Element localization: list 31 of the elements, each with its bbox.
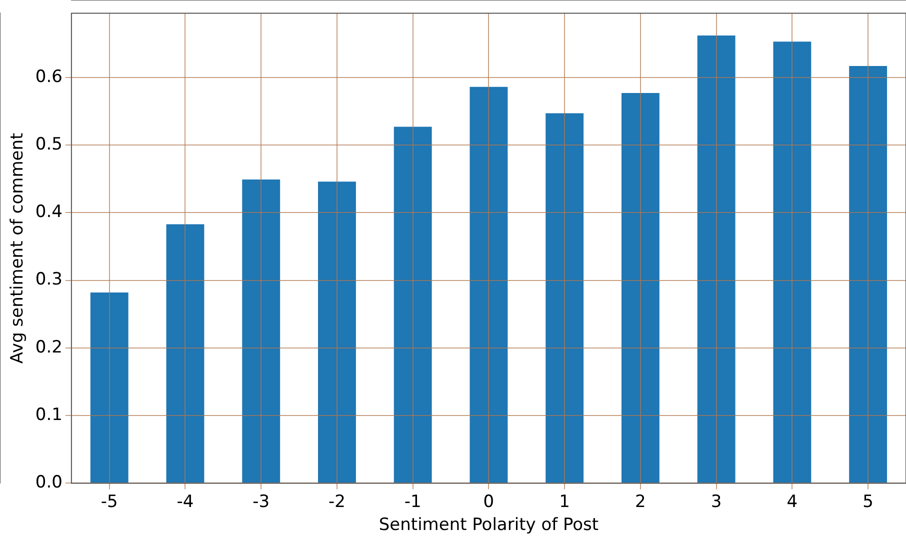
x-tick-label: 2 bbox=[635, 492, 646, 512]
y-tick-label: 0.4 bbox=[35, 202, 62, 222]
bar bbox=[394, 126, 432, 483]
x-axis-title: Sentiment Polarity of Post bbox=[378, 515, 599, 536]
x-tick-label: 5 bbox=[862, 492, 874, 512]
bar bbox=[166, 224, 204, 483]
x-tick-label: 3 bbox=[710, 492, 722, 512]
y-axis-title: Avg sentiment of comment bbox=[8, 132, 28, 364]
x-tick-label: -2 bbox=[328, 492, 346, 512]
bar bbox=[90, 292, 128, 483]
y-tick-label: 0.6 bbox=[35, 66, 62, 87]
bar bbox=[621, 93, 660, 483]
bar bbox=[242, 180, 280, 483]
bar bbox=[697, 36, 736, 483]
x-tick-label: -4 bbox=[176, 492, 194, 512]
x-tick-label: 0 bbox=[483, 492, 494, 512]
x-tick-label: -3 bbox=[252, 492, 270, 512]
y-tick-label: 0.0 bbox=[35, 472, 62, 493]
bar bbox=[318, 182, 356, 483]
x-tick-label: -1 bbox=[404, 492, 422, 512]
y-tick-label: 0.5 bbox=[35, 134, 62, 154]
y-tick-label: 0.1 bbox=[35, 404, 62, 425]
x-tick-label: -5 bbox=[100, 492, 118, 512]
bar bbox=[849, 66, 888, 483]
x-tick-label: 4 bbox=[786, 492, 798, 512]
x-tick-label: 1 bbox=[559, 492, 570, 512]
bar bbox=[546, 113, 584, 483]
bar bbox=[773, 42, 812, 483]
y-tick-label: 0.2 bbox=[35, 337, 62, 358]
y-tick-label: 0.3 bbox=[35, 270, 62, 290]
bar bbox=[470, 86, 508, 483]
